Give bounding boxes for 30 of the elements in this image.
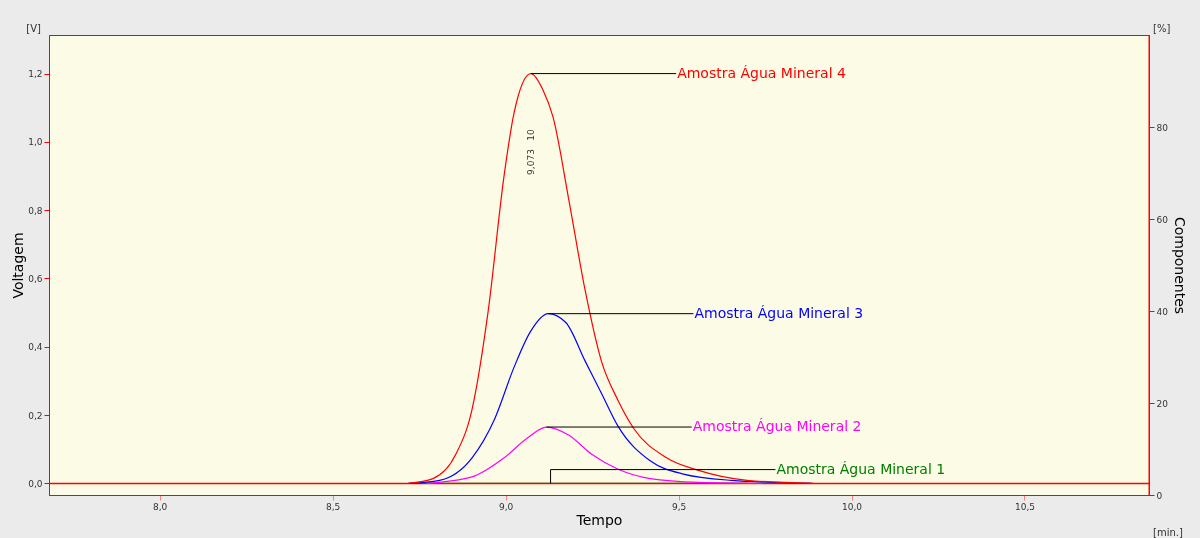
y-tick-label: 1,0 bbox=[28, 137, 43, 148]
y-tick-label: 0,0 bbox=[28, 478, 43, 489]
y2-tick-label: 80 bbox=[1156, 122, 1169, 133]
y-tick-label: 0,8 bbox=[28, 205, 43, 216]
y2-tick-label: 0 bbox=[1156, 490, 1163, 501]
x-tick-label: 9,0 bbox=[498, 501, 514, 512]
y-tick-label: 0,2 bbox=[28, 410, 43, 421]
annotation: 10 bbox=[526, 129, 536, 141]
x-tick-label: 9,5 bbox=[671, 501, 687, 512]
x-tick-label: 8,5 bbox=[325, 501, 341, 512]
text: [%] bbox=[1153, 23, 1171, 34]
x-tick-label: 10,5 bbox=[1014, 501, 1035, 512]
y2-tick-label: 20 bbox=[1156, 398, 1169, 409]
y-tick-label: 1,2 bbox=[28, 69, 43, 80]
y2-tick-label: 40 bbox=[1156, 306, 1169, 317]
text: Amostra Água Mineral 3 bbox=[694, 304, 864, 321]
text: [V] bbox=[26, 23, 42, 34]
y-tick-label: 0,6 bbox=[28, 273, 43, 284]
y-axis-title: Voltagem bbox=[10, 232, 27, 299]
y2-tick-label: 60 bbox=[1156, 214, 1169, 225]
text: Amostra Água Mineral 4 bbox=[677, 64, 846, 81]
text: Amostra Água Mineral 1 bbox=[776, 460, 946, 477]
x-tick-label: 8,0 bbox=[153, 501, 168, 512]
text: Amostra Água Mineral 2 bbox=[692, 418, 862, 435]
y-tick-label: 0,4 bbox=[28, 342, 43, 353]
text: [min.] bbox=[1153, 527, 1183, 538]
y2-axis-title: Componentes bbox=[1171, 216, 1188, 315]
annotation: 9,073 bbox=[526, 149, 536, 175]
x-axis-title: Tempo bbox=[575, 511, 623, 528]
x-tick-label: 10,0 bbox=[841, 501, 863, 512]
